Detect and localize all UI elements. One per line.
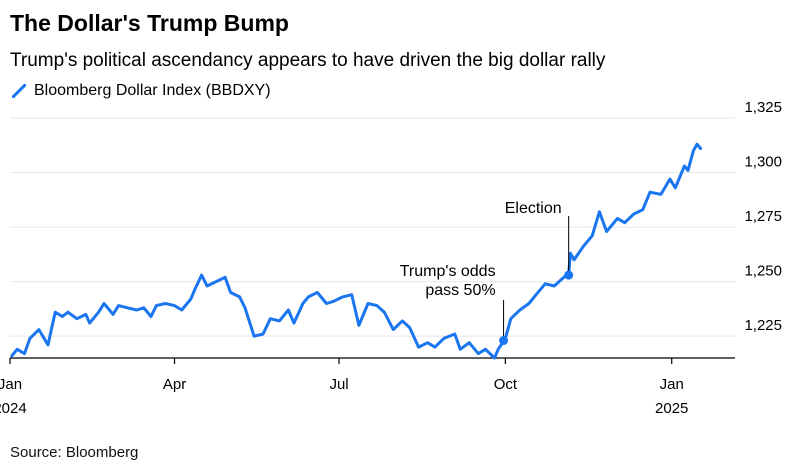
annotation-marker-odds — [499, 336, 509, 346]
x-tick-label: Jan — [660, 376, 684, 393]
series-line-bbdxy — [10, 142, 703, 360]
x-tick-label: Jul — [329, 376, 348, 393]
annotation-label-odds-line2: pass 50% — [425, 282, 495, 299]
legend-label: Bloomberg Dollar Index (BBDXY) — [34, 82, 271, 99]
chart-subtitle: Trump's political ascendancy appears to … — [10, 50, 606, 71]
y-tick-label: 1,250 — [744, 263, 782, 280]
source-note: Source: Bloomberg — [10, 444, 139, 461]
legend: Bloomberg Dollar Index (BBDXY) — [12, 82, 271, 100]
x-tick-label: Oct — [494, 376, 518, 393]
x-tick-year-label: 2024 — [0, 400, 27, 417]
y-tick-label: 1,300 — [744, 154, 782, 171]
y-tick-label: 1,275 — [744, 208, 782, 225]
y-tick-label: 1,225 — [744, 317, 782, 334]
annotation-label-election: Election — [505, 200, 562, 217]
x-tick-label: Jan — [0, 376, 22, 393]
annotation-label-odds-line1: Trump's odds — [400, 263, 496, 280]
x-tick-year-label: 2025 — [655, 400, 688, 417]
chart-title: The Dollar's Trump Bump — [10, 10, 289, 36]
annotation-marker-election — [564, 270, 574, 280]
legend-line-swatch — [12, 84, 26, 98]
y-tick-label: 1,325 — [744, 99, 782, 116]
x-tick-label: Apr — [163, 376, 186, 393]
